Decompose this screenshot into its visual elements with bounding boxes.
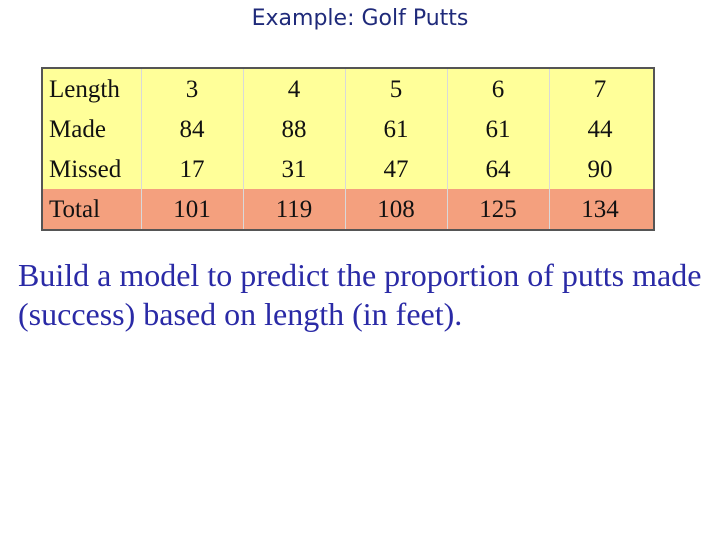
made-value: 84 xyxy=(179,116,205,143)
missed-value: 90 xyxy=(587,156,613,183)
task-description: Build a model to predict the proportion … xyxy=(18,257,702,332)
made-value: 44 xyxy=(587,116,613,143)
row-label-made: Made xyxy=(49,116,106,143)
made-value: 61 xyxy=(485,116,511,143)
total-value: 108 xyxy=(377,196,415,223)
row-label-total: Total xyxy=(49,196,101,223)
row-label-missed: Missed xyxy=(49,156,122,183)
column-divider xyxy=(549,69,550,229)
length-value: 5 xyxy=(389,76,403,103)
total-row-background xyxy=(43,189,653,229)
table-row-made: Made 84 88 61 61 44 xyxy=(43,111,653,149)
total-value: 125 xyxy=(479,196,517,223)
slide-title: Example: Golf Putts xyxy=(251,6,469,31)
golf-putts-table: Length 3 4 5 6 7 Made 84 88 61 61 44 Mis… xyxy=(41,67,655,231)
table-row-total: Total 101 119 108 125 134 xyxy=(43,191,653,229)
total-value: 119 xyxy=(275,196,313,223)
total-value: 101 xyxy=(173,196,211,223)
length-value: 3 xyxy=(185,76,199,103)
length-value: 4 xyxy=(287,76,301,103)
column-divider xyxy=(243,69,244,229)
table-row-missed: Missed 17 31 47 64 90 xyxy=(43,151,653,189)
length-value: 7 xyxy=(593,76,607,103)
missed-value: 31 xyxy=(281,156,307,183)
table-row-length: Length 3 4 5 6 7 xyxy=(43,71,653,109)
column-divider xyxy=(447,69,448,229)
made-value: 88 xyxy=(281,116,307,143)
row-label-length: Length xyxy=(49,76,120,103)
length-value: 6 xyxy=(491,76,505,103)
made-value: 61 xyxy=(383,116,409,143)
missed-value: 64 xyxy=(485,156,511,183)
total-value: 134 xyxy=(581,196,619,223)
missed-value: 17 xyxy=(179,156,205,183)
missed-value: 47 xyxy=(383,156,409,183)
column-divider xyxy=(345,69,346,229)
column-divider xyxy=(141,69,142,229)
